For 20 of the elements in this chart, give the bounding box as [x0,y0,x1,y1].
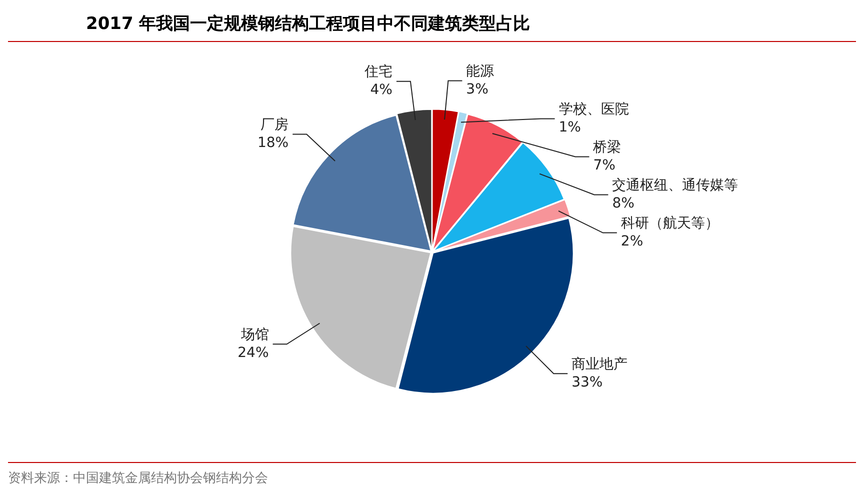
data-label: 1% [558,119,581,136]
data-label: 24% [238,344,269,361]
slice-label: 交通枢纽、通传媒等 [612,177,738,194]
chart-title: 2017 年我国一定规模钢结构工程项目中不同建筑类型占比 [8,8,856,42]
slice-label: 学校、医院 [558,101,629,118]
slice-label: 能源 [466,63,494,80]
data-label: 2% [620,233,644,250]
data-label: 8% [612,195,634,212]
data-label: 7% [593,157,616,174]
data-label: 3% [466,81,488,98]
slice-label: 厂房 [260,116,289,133]
slice-label: 场馆 [240,326,269,343]
slice-label: 商业地产 [572,356,628,372]
slice-label: 科研（航天等） [620,215,719,232]
text: 资料来源：中国建筑金属结构协会钢结构分会 [8,470,269,487]
data-label: 33% [572,374,603,390]
data-label: 4% [370,82,392,98]
slice-label: 桥梁 [592,139,622,156]
slice-label: 住宅 [363,64,392,80]
data-label: 18% [257,134,289,151]
